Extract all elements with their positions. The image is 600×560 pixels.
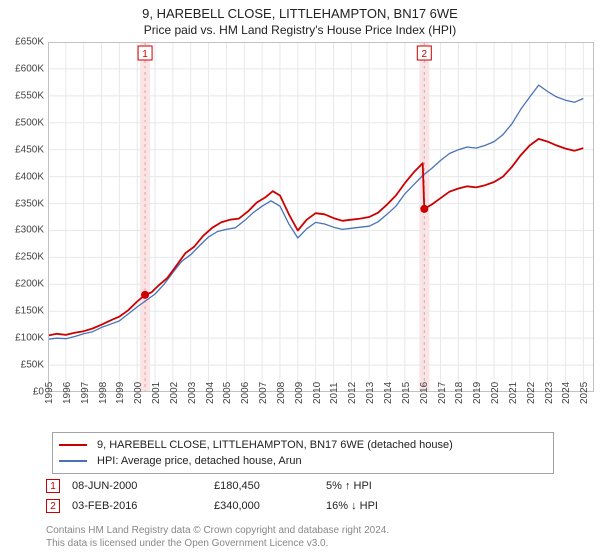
x-tick-label: 1998 xyxy=(98,382,109,404)
sale-diff: 5% ↑ HPI xyxy=(326,480,566,492)
x-tick-label: 1996 xyxy=(62,382,73,404)
sale-row: 1 08-JUN-2000 £180,450 5% ↑ HPI xyxy=(46,476,566,496)
plot-area: 12 xyxy=(48,42,594,392)
legend-row: HPI: Average price, detached house, Arun xyxy=(59,453,547,469)
sale-row: 2 03-FEB-2016 £340,000 16% ↓ HPI xyxy=(46,496,566,516)
x-tick-label: 2014 xyxy=(383,382,394,404)
x-tick-label: 1997 xyxy=(80,382,91,404)
page-title: 9, HAREBELL CLOSE, LITTLEHAMPTON, BN17 6… xyxy=(0,6,600,21)
footer: Contains HM Land Registry data © Crown c… xyxy=(46,524,566,550)
y-tick-label: £100K xyxy=(15,333,44,344)
y-axis-labels: £0£50K£100K£150K£200K£250K£300K£350K£400… xyxy=(6,42,48,392)
y-tick-label: £650K xyxy=(15,37,44,48)
sale-diff: 16% ↓ HPI xyxy=(326,500,566,512)
x-tick-label: 1999 xyxy=(115,382,126,404)
x-tick-label: 2006 xyxy=(240,382,251,404)
footer-line-2: This data is licensed under the Open Gov… xyxy=(46,537,566,550)
y-tick-label: £400K xyxy=(15,171,44,182)
sale-marker-badge: 2 xyxy=(46,499,60,513)
sale-date: 03-FEB-2016 xyxy=(72,500,202,512)
x-tick-label: 2024 xyxy=(561,382,572,404)
legend-label: HPI: Average price, detached house, Arun xyxy=(97,455,302,467)
plot-border xyxy=(48,42,594,392)
sale-price: £340,000 xyxy=(214,500,314,512)
legend: 9, HAREBELL CLOSE, LITTLEHAMPTON, BN17 6… xyxy=(52,432,554,474)
y-tick-label: £50K xyxy=(21,360,44,371)
x-tick-label: 2002 xyxy=(169,382,180,404)
y-tick-label: £300K xyxy=(15,225,44,236)
x-tick-label: 2017 xyxy=(437,382,448,404)
y-tick-label: £550K xyxy=(15,90,44,101)
legend-label: 9, HAREBELL CLOSE, LITTLEHAMPTON, BN17 6… xyxy=(97,439,453,451)
sale-marker-badge: 1 xyxy=(46,479,60,493)
sales-table: 1 08-JUN-2000 £180,450 5% ↑ HPI 2 03-FEB-2016… xyxy=(46,476,566,516)
x-tick-label: 2008 xyxy=(276,382,287,404)
y-tick-label: £150K xyxy=(15,306,44,317)
legend-swatch xyxy=(59,460,87,462)
page-subtitle: Price paid vs. HM Land Registry's House … xyxy=(0,23,600,37)
x-tick-label: 1995 xyxy=(44,382,55,404)
y-tick-label: £250K xyxy=(15,252,44,263)
footer-line-1: Contains HM Land Registry data © Crown c… xyxy=(46,524,566,537)
x-tick-label: 2004 xyxy=(205,382,216,404)
legend-row: 9, HAREBELL CLOSE, LITTLEHAMPTON, BN17 6… xyxy=(59,437,547,453)
y-tick-label: £600K xyxy=(15,63,44,74)
x-tick-label: 2012 xyxy=(347,382,358,404)
x-tick-label: 2001 xyxy=(151,382,162,404)
x-tick-label: 2020 xyxy=(490,382,501,404)
x-tick-label: 2003 xyxy=(187,382,198,404)
y-tick-label: £450K xyxy=(15,144,44,155)
sale-date: 08-JUN-2000 xyxy=(72,480,202,492)
x-tick-label: 2016 xyxy=(419,382,430,404)
x-tick-label: 2013 xyxy=(365,382,376,404)
y-tick-label: £0 xyxy=(33,387,44,398)
chart: £0 £50K £100K £150K £200K £250K £300K £350K £400… xyxy=(6,42,594,412)
x-tick-label: 2007 xyxy=(258,382,269,404)
x-tick-label: 2022 xyxy=(526,382,537,404)
y-tick-label: £200K xyxy=(15,279,44,290)
x-axis-labels: 1995199619971998199920002001200220032004… xyxy=(48,394,594,414)
legend-swatch xyxy=(59,444,87,446)
y-tick-label: £500K xyxy=(15,117,44,128)
x-tick-label: 2009 xyxy=(294,382,305,404)
x-tick-label: 2010 xyxy=(312,382,323,404)
x-tick-label: 2025 xyxy=(579,382,590,404)
title-block: 9, HAREBELL CLOSE, LITTLEHAMPTON, BN17 6… xyxy=(0,0,600,37)
x-tick-label: 2019 xyxy=(472,382,483,404)
x-tick-label: 2018 xyxy=(454,382,465,404)
y-tick-label: £350K xyxy=(15,198,44,209)
root: 9, HAREBELL CLOSE, LITTLEHAMPTON, BN17 6… xyxy=(0,0,600,560)
x-tick-label: 2021 xyxy=(508,382,519,404)
x-tick-label: 2015 xyxy=(401,382,412,404)
x-tick-label: 2005 xyxy=(222,382,233,404)
x-tick-label: 2023 xyxy=(544,382,555,404)
x-tick-label: 2011 xyxy=(329,382,340,404)
sale-price: £180,450 xyxy=(214,480,314,492)
x-tick-label: 2000 xyxy=(133,382,144,404)
